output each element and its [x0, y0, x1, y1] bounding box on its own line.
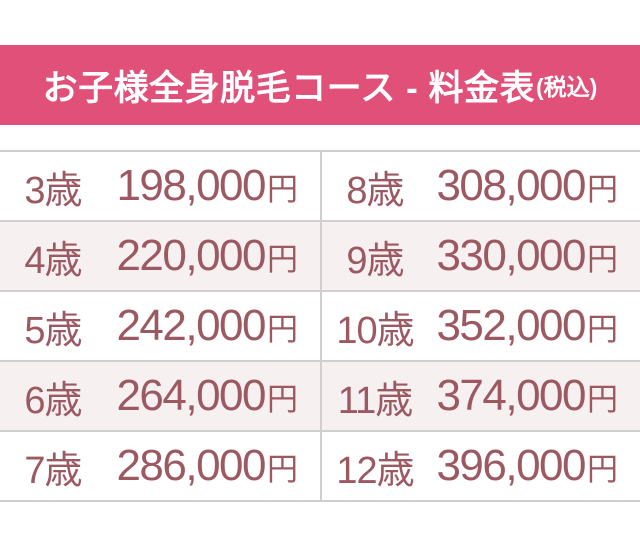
- price-value: 308,000円: [428, 161, 640, 211]
- price-amount: 264,000: [116, 371, 266, 420]
- price-value: 242,000円: [106, 301, 320, 351]
- price-amount: 286,000: [116, 441, 266, 490]
- price-amount: 220,000: [116, 231, 266, 280]
- price-value: 286,000円: [106, 441, 320, 491]
- age-label: 3歳: [24, 169, 82, 212]
- price-amount: 396,000: [436, 441, 586, 490]
- header-banner: お子様全身脱毛コース - 料金表 (税込): [0, 45, 640, 125]
- price-amount: 330,000: [436, 231, 586, 280]
- price-column-right: 8歳 308,000円 9歳 330,000円 10歳 352,000円 11歳…: [320, 152, 640, 502]
- price-value: 330,000円: [428, 231, 640, 281]
- yen-unit: 円: [267, 172, 298, 207]
- age-label: 4歳: [24, 239, 82, 282]
- price-value: 220,000円: [106, 231, 320, 281]
- price-value: 264,000円: [106, 371, 320, 421]
- age-label: 5歳: [24, 309, 82, 352]
- tax-included-note: (税込): [536, 74, 598, 100]
- age-label: 7歳: [24, 449, 82, 492]
- table-row: 11歳 374,000円: [322, 362, 640, 432]
- table-row: 6歳 264,000円: [0, 362, 320, 432]
- price-amount: 352,000: [436, 301, 586, 350]
- age-label: 6歳: [24, 379, 82, 422]
- price-amount: 374,000: [436, 371, 586, 420]
- yen-unit: 円: [587, 242, 618, 277]
- price-value: 374,000円: [428, 371, 640, 421]
- price-table: 3歳 198,000円 4歳 220,000円 5歳 242,000円 6歳 2…: [0, 150, 640, 502]
- table-row: 10歳 352,000円: [322, 292, 640, 362]
- yen-unit: 円: [267, 312, 298, 347]
- table-row: 8歳 308,000円: [322, 152, 640, 222]
- table-row: 7歳 286,000円: [0, 432, 320, 502]
- age-label: 10歳: [336, 309, 414, 352]
- age-label: 8歳: [346, 169, 404, 212]
- yen-unit: 円: [587, 452, 618, 487]
- yen-unit: 円: [267, 382, 298, 417]
- table-row: 4歳 220,000円: [0, 222, 320, 292]
- page-title: お子様全身脱毛コース - 料金表: [42, 68, 536, 108]
- price-amount: 308,000: [436, 161, 586, 210]
- yen-unit: 円: [587, 382, 618, 417]
- table-row: 12歳 396,000円: [322, 432, 640, 502]
- age-label: 11歳: [337, 379, 413, 422]
- table-row: 3歳 198,000円: [0, 152, 320, 222]
- yen-unit: 円: [587, 172, 618, 207]
- table-row: 5歳 242,000円: [0, 292, 320, 362]
- price-amount: 242,000: [116, 301, 266, 350]
- price-column-left: 3歳 198,000円 4歳 220,000円 5歳 242,000円 6歳 2…: [0, 152, 320, 502]
- yen-unit: 円: [267, 242, 298, 277]
- age-label: 9歳: [346, 239, 404, 282]
- age-label: 12歳: [336, 449, 414, 492]
- yen-unit: 円: [267, 452, 298, 487]
- price-value: 198,000円: [106, 161, 320, 211]
- yen-unit: 円: [587, 312, 618, 347]
- price-value: 352,000円: [428, 301, 640, 351]
- price-amount: 198,000: [116, 161, 266, 210]
- price-value: 396,000円: [428, 441, 640, 491]
- table-row: 9歳 330,000円: [322, 222, 640, 292]
